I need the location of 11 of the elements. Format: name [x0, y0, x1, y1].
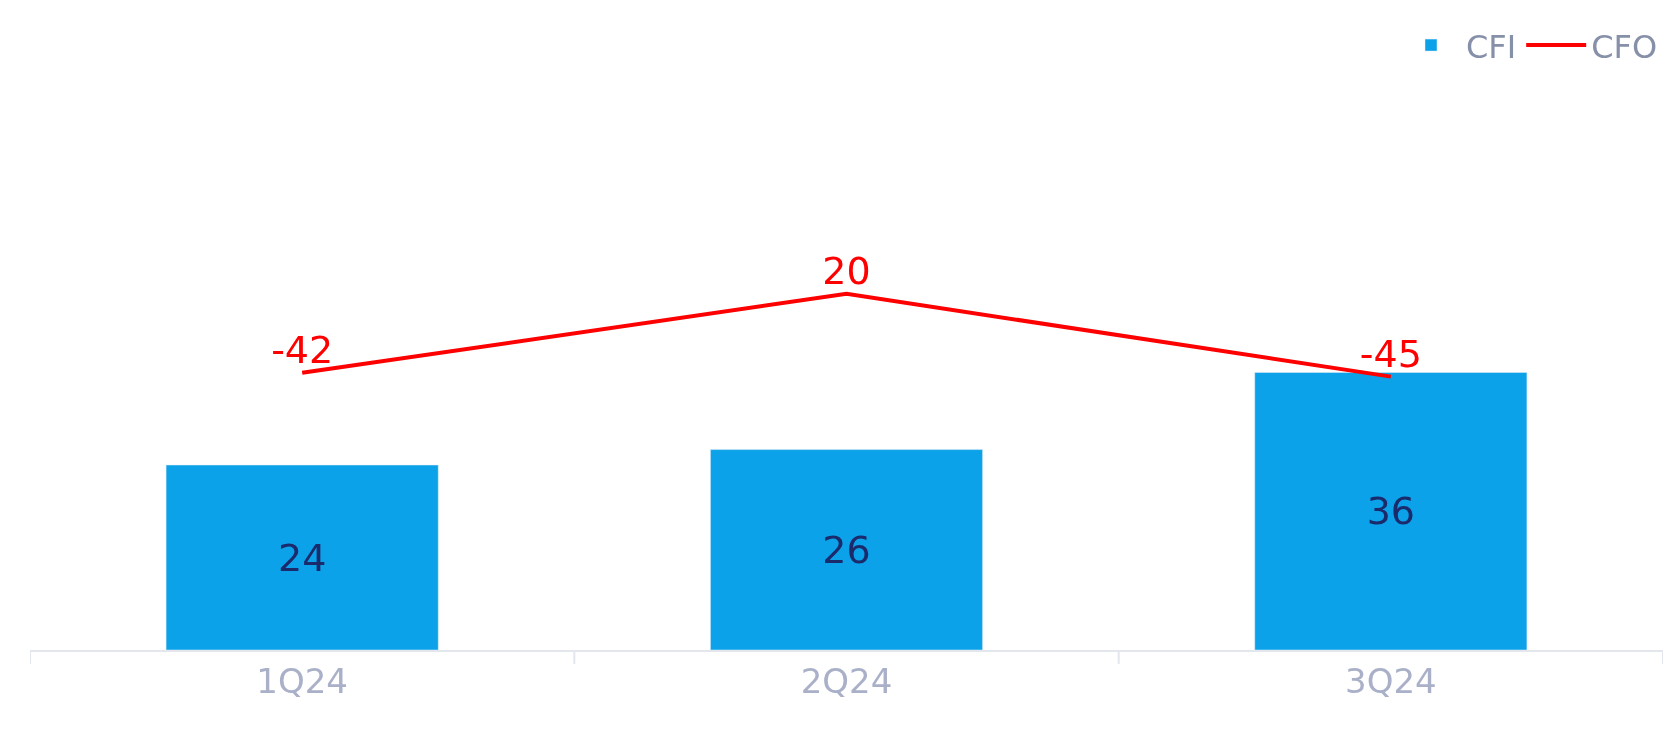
data-label: -42	[271, 328, 334, 373]
data-label: 26	[822, 527, 871, 572]
legend-label: CFI	[1466, 27, 1517, 66]
x-tick-label: 3Q24	[1344, 660, 1437, 701]
x-tick-label: 2Q24	[800, 660, 893, 701]
legend-label: CFO	[1591, 27, 1658, 66]
data-label: 36	[1366, 489, 1416, 534]
data-label: 20	[822, 249, 871, 294]
x-tick-label: 1Q24	[256, 660, 349, 701]
data-label: -45	[1359, 332, 1422, 377]
data-label: 24	[277, 535, 327, 580]
